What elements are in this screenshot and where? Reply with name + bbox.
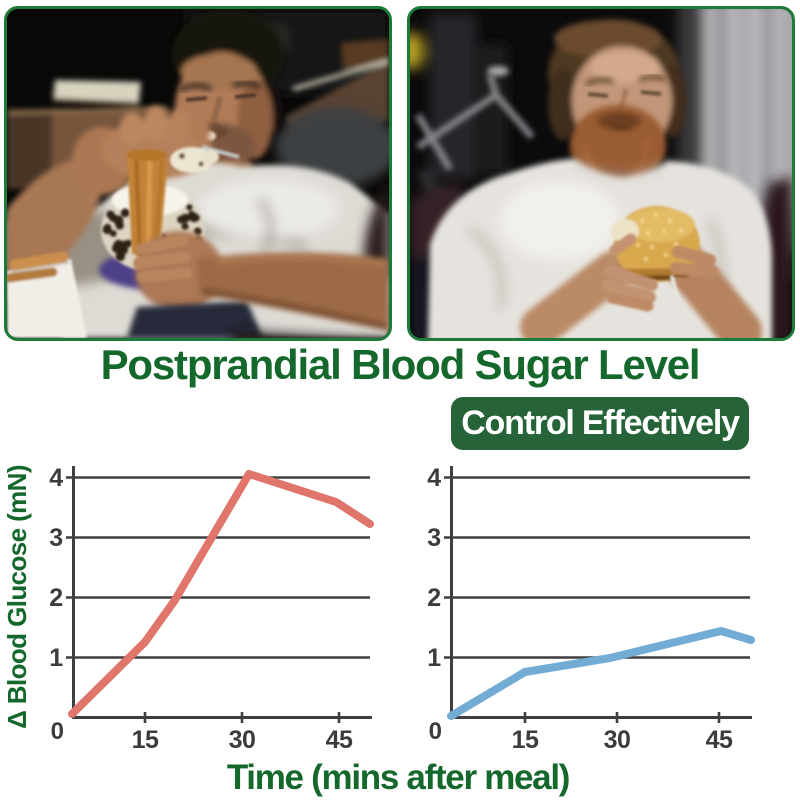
svg-text:2: 2 [427, 584, 440, 612]
svg-text:Δ Blood Glucose (mN): Δ Blood Glucose (mN) [2, 465, 32, 729]
svg-text:2: 2 [49, 584, 62, 612]
svg-text:3: 3 [427, 524, 440, 552]
svg-text:1: 1 [427, 644, 441, 672]
svg-text:Time (mins after meal): Time (mins after meal) [227, 758, 569, 797]
svg-text:30: 30 [604, 726, 631, 754]
svg-text:4: 4 [427, 464, 441, 492]
svg-text:15: 15 [132, 726, 159, 754]
svg-text:4: 4 [49, 464, 63, 492]
svg-text:45: 45 [706, 726, 733, 754]
svg-text:15: 15 [512, 726, 539, 754]
svg-text:45: 45 [326, 726, 353, 754]
svg-text:30: 30 [229, 726, 256, 754]
svg-text:1: 1 [49, 644, 63, 672]
svg-text:3: 3 [49, 524, 62, 552]
svg-text:0: 0 [51, 718, 64, 745]
svg-text:0: 0 [429, 718, 442, 745]
